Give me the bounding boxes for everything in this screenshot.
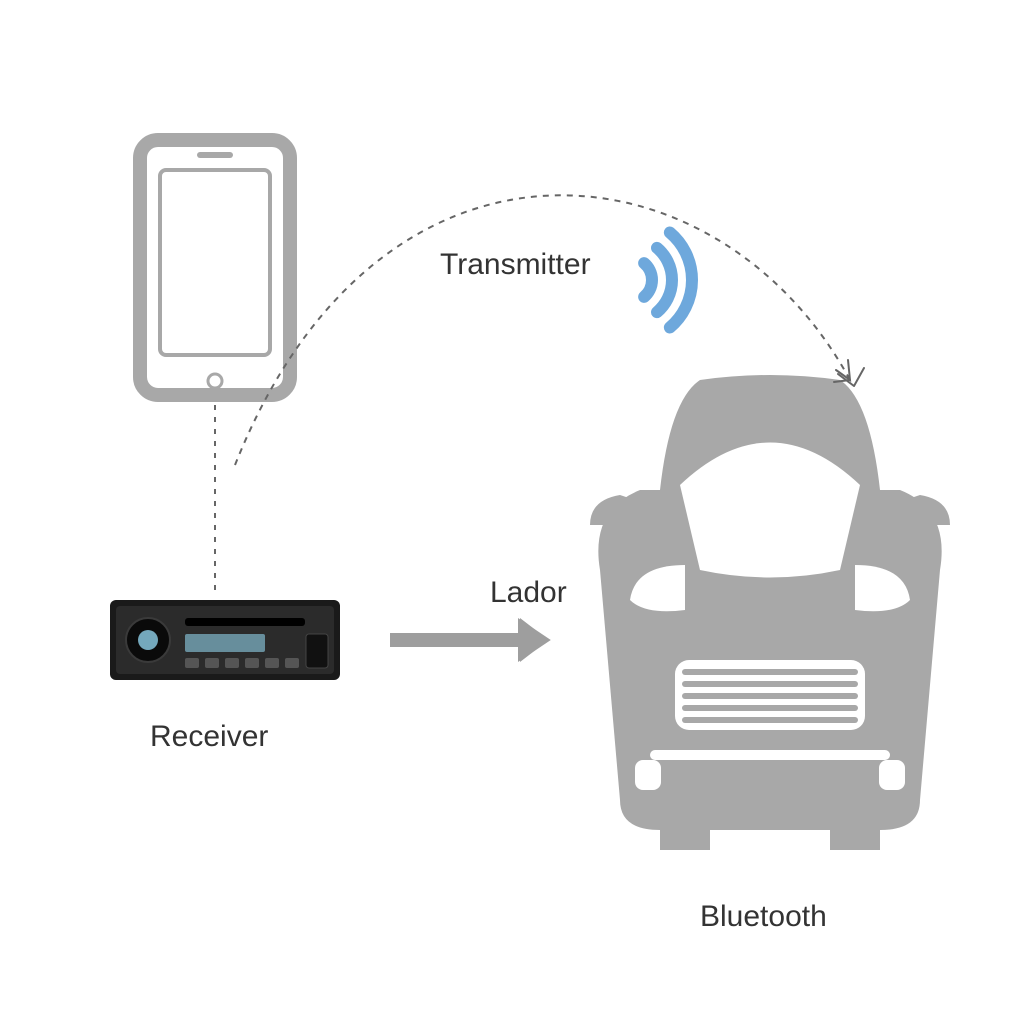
lador-arrow-icon bbox=[390, 618, 551, 662]
receiver-stereo-icon bbox=[110, 600, 340, 680]
phone-icon bbox=[140, 140, 296, 395]
label-bluetooth: Bluetooth bbox=[700, 900, 827, 934]
label-receiver: Receiver bbox=[150, 720, 268, 754]
label-lador: Lador bbox=[490, 576, 567, 610]
car-icon bbox=[590, 375, 950, 850]
signal-icon bbox=[644, 233, 692, 328]
label-transmitter: Transmitter bbox=[440, 248, 591, 282]
diagram-canvas bbox=[0, 0, 1024, 1024]
